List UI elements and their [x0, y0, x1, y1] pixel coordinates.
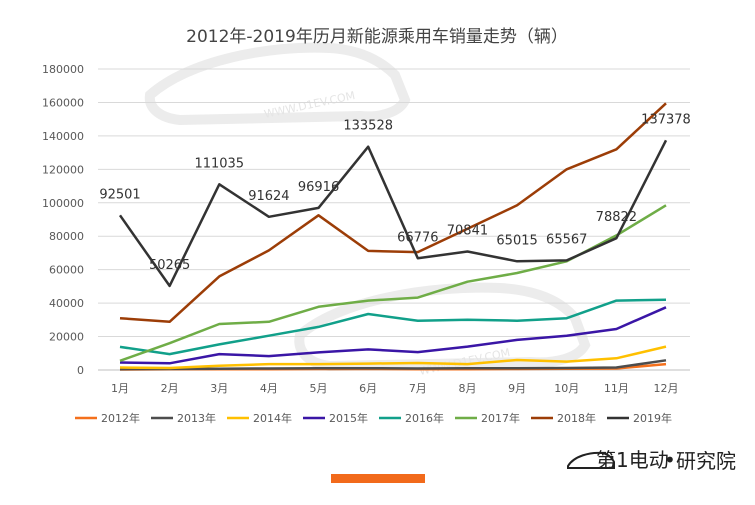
- y-axis-ticks: 0 20000 40000 60000 80000 100000 120000 140000 1…: [42, 63, 84, 377]
- chart-title: 2012年-2019年历月新能源乘用车销量走势（辆）: [186, 27, 568, 47]
- y-tick-label: 40000: [49, 297, 84, 310]
- data-label: 111035: [194, 156, 244, 171]
- x-tick-label: 11月: [604, 382, 629, 395]
- data-labels: 92501 50265 111035 91624 96916 133528 66776 708…: [99, 112, 691, 273]
- series-line: [119, 306, 667, 365]
- x-tick-label: 5月: [310, 382, 328, 395]
- series-line: [119, 102, 667, 324]
- brand-logo: 第1电动 • 研究院: [567, 448, 736, 473]
- y-tick-label: 20000: [49, 331, 84, 344]
- y-tick-label: 120000: [42, 163, 84, 176]
- watermark-car-left-icon: [144, 42, 411, 126]
- legend-label: 2019年: [633, 411, 672, 425]
- data-label: 96916: [298, 180, 339, 195]
- legend-label: 2014年: [253, 411, 292, 425]
- brand-suffix: 研究院: [676, 449, 736, 473]
- legend-label: 2018年: [557, 411, 596, 425]
- data-label: 50265: [149, 258, 190, 273]
- legend-label: 2013年: [177, 411, 216, 425]
- y-tick-label: 180000: [42, 63, 84, 76]
- x-tick-label: 10月: [554, 382, 579, 395]
- series-line: [118, 139, 668, 288]
- accent-bar: [331, 474, 425, 483]
- data-label: 133528: [343, 119, 393, 134]
- series-lines: [118, 102, 668, 371]
- x-tick-label: 8月: [458, 382, 476, 395]
- x-tick-label: 4月: [260, 382, 278, 395]
- brand-logo-text: 第1电动: [596, 448, 669, 472]
- data-label: 78822: [596, 210, 637, 225]
- y-tick-label: 80000: [49, 230, 84, 243]
- watermark-car-mid-icon: [294, 282, 591, 372]
- watermark: WWW.D1EV.COM WWW.D1EV.COM: [144, 42, 591, 378]
- data-label: 92501: [99, 187, 140, 202]
- data-label: 70841: [447, 224, 488, 239]
- x-tick-label: 12月: [654, 382, 679, 395]
- data-label: 65015: [496, 233, 537, 248]
- legend-label: 2012年: [101, 411, 140, 425]
- x-tick-label: 3月: [210, 382, 228, 395]
- data-label: 137378: [641, 112, 691, 127]
- car-logo-icon: [567, 451, 615, 469]
- series-line: [119, 359, 667, 371]
- y-tick-label: 0: [77, 364, 84, 377]
- x-tick-label: 2月: [161, 382, 179, 395]
- data-label: 66776: [397, 230, 438, 245]
- legend-label: 2015年: [329, 411, 368, 425]
- legend-label: 2016年: [405, 411, 444, 425]
- y-tick-label: 100000: [42, 197, 84, 210]
- series-line: [119, 298, 667, 356]
- data-label: 65567: [546, 232, 587, 247]
- brand-separator: •: [664, 448, 676, 472]
- y-tick-label: 140000: [42, 130, 84, 143]
- x-tick-label: 7月: [409, 382, 427, 395]
- series-line: [119, 345, 667, 370]
- x-tick-label: 1月: [111, 382, 129, 395]
- x-tick-label: 9月: [508, 382, 526, 395]
- x-tick-label: 6月: [359, 382, 377, 395]
- data-label: 91624: [248, 189, 289, 204]
- y-tick-label: 60000: [49, 264, 84, 277]
- x-axis-ticks: 1月 2月 3月 4月 5月 6月 7月 8月 9月 10月 11月 12月: [111, 382, 679, 395]
- legend-label: 2017年: [481, 411, 520, 425]
- legend: 2012年 2013年 2014年 2015年 2016年 2017年 2018年 2019年: [75, 411, 672, 425]
- y-tick-label: 160000: [42, 96, 84, 109]
